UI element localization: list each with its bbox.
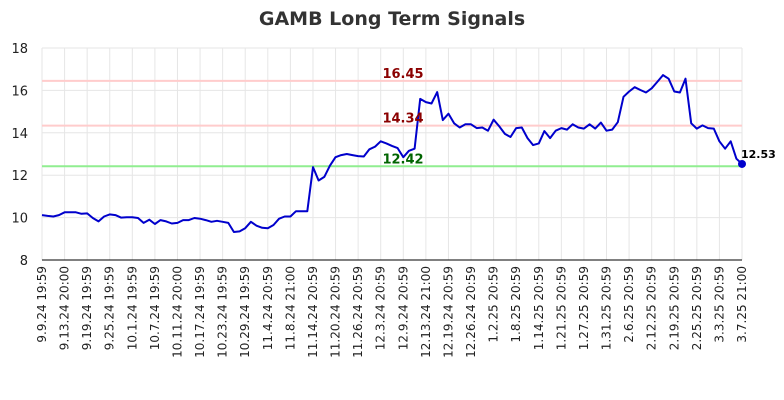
chart-title: GAMB Long Term Signals	[259, 8, 525, 30]
x-tick-label: 10.11.24 20:00	[170, 266, 184, 358]
x-tick-label: 12.26.24 20:59	[464, 266, 478, 358]
signal-level-label: 12.42	[382, 152, 423, 167]
x-tick-label: 11.14.24 20:59	[306, 266, 320, 358]
x-tick-label: 1.14.25 20:59	[532, 266, 546, 350]
x-tick-label: 11.4.24 20:59	[261, 266, 275, 350]
y-tick-label: 12	[11, 169, 28, 184]
y-tick-label: 16	[11, 84, 28, 99]
price-series	[41, 74, 746, 233]
x-tick-label: 1.31.25 20:59	[600, 266, 614, 350]
x-tick-label: 2.6.25 20:59	[622, 266, 636, 343]
signal-level-label: 16.45	[382, 67, 423, 82]
axes: 8 10 12 14 16 18 9.9.24 19:59 9.13.24 20:00 9.19…	[11, 42, 749, 358]
x-tick-label: 2.12.25 20:59	[645, 266, 659, 350]
last-point-marker	[738, 159, 746, 168]
y-tick-label: 10	[11, 212, 28, 227]
x-tick-label: 9.19.24 19:59	[80, 266, 94, 350]
x-tick-label: 12.9.24 20:59	[396, 266, 410, 350]
x-tick-label: 9.25.24 19:59	[103, 266, 117, 350]
x-tick-label: 10.7.24 19:59	[148, 266, 162, 350]
signal-levels	[42, 79, 742, 168]
y-tick-label: 8	[20, 254, 28, 269]
x-tick-label: 1.2.25 20:59	[487, 266, 501, 343]
x-tick-label: 1.8.25 20:59	[509, 266, 523, 343]
x-tick-label: 12.19.24 20:59	[441, 266, 455, 358]
x-tick-label: 10.1.24 19:59	[125, 266, 139, 350]
x-tick-label: 11.26.24 20:59	[351, 266, 365, 358]
x-tick-label: 2.19.25 20:59	[667, 266, 681, 350]
x-tick-label: 9.13.24 20:00	[58, 266, 72, 350]
x-tick-label: 2.25.25 20:59	[690, 266, 704, 350]
y-tick-label: 14	[11, 127, 28, 142]
x-tick-label: 3.3.25 20:59	[712, 266, 726, 343]
x-tick-label: 10.17.24 19:59	[193, 266, 207, 358]
signal-level-label: 14.34	[382, 112, 423, 127]
level-labels: 16.45 14.34 12.42 12.53	[382, 67, 775, 167]
y-tick-label: 18	[11, 42, 28, 57]
x-tick-label: 11.20.24 20:59	[329, 266, 343, 358]
last-value-label: 12.53	[741, 148, 776, 161]
x-tick-label: 10.29.24 19:59	[238, 266, 252, 358]
x-tick-label: 3.7.25 21:00	[735, 266, 749, 343]
x-tick-label: 11.8.24 21:00	[283, 266, 297, 350]
x-tick-label: 1.21.25 20:59	[554, 266, 568, 350]
price-line	[41, 74, 743, 233]
x-tick-label: 12.3.24 20:59	[374, 266, 388, 350]
x-tick-label: 9.9.24 19:59	[35, 266, 49, 343]
x-tick-label: 12.13.24 21:00	[419, 266, 433, 358]
x-tick-label: 1.27.25 20:59	[577, 266, 591, 350]
x-tick-label: 10.23.24 19:59	[216, 266, 230, 358]
